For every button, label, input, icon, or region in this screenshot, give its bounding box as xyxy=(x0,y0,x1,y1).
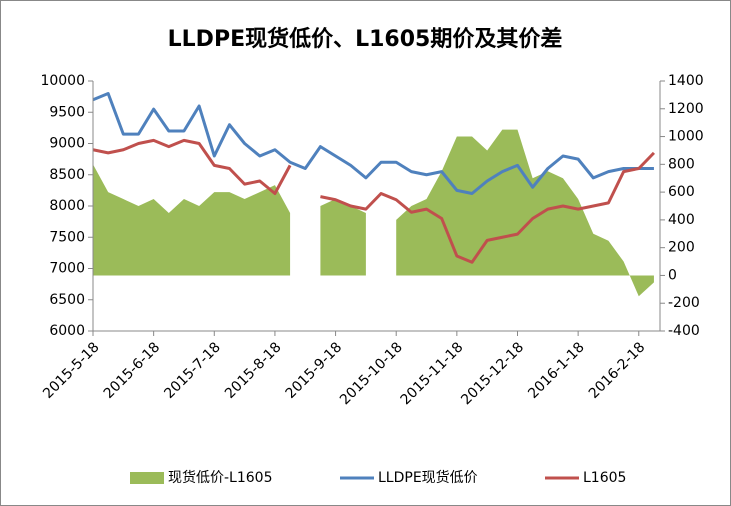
y2-tick-label: 400 xyxy=(668,212,695,228)
y2-tick-label: 1400 xyxy=(668,73,704,89)
line xyxy=(92,92,654,195)
y2-tick-label: 800 xyxy=(668,156,695,172)
y2-tick-label: 1000 xyxy=(668,129,704,145)
line xyxy=(92,138,656,264)
y2-tick-label: -400 xyxy=(668,323,700,339)
y-tick-label: 8000 xyxy=(49,198,85,214)
y2-tick-label: 1200 xyxy=(668,101,704,117)
legend-label: 现货低价-L1605 xyxy=(168,469,272,486)
legend-swatch xyxy=(130,472,164,484)
y-tick-label: 6000 xyxy=(49,323,85,339)
y2-tick-label: -200 xyxy=(668,295,700,311)
y2-tick-label: 0 xyxy=(668,267,677,283)
y-tick-label: 9500 xyxy=(49,104,85,120)
y-tick-label: 8500 xyxy=(49,167,85,183)
y2-tick-label: 200 xyxy=(668,240,695,256)
chart-title: LLDPE现货低价、L1605期价及其价差 xyxy=(168,26,563,52)
y-tick-label: 10000 xyxy=(40,73,85,89)
y-tick-label: 9000 xyxy=(49,136,85,152)
area xyxy=(93,129,654,297)
y-tick-label: 7500 xyxy=(49,229,85,245)
legend-label: LLDPE现货低价 xyxy=(378,469,478,486)
y2-tick-label: 600 xyxy=(668,184,695,200)
y-tick-label: 6500 xyxy=(49,292,85,308)
legend-label: L1605 xyxy=(583,470,626,486)
y-tick-label: 7000 xyxy=(49,261,85,277)
